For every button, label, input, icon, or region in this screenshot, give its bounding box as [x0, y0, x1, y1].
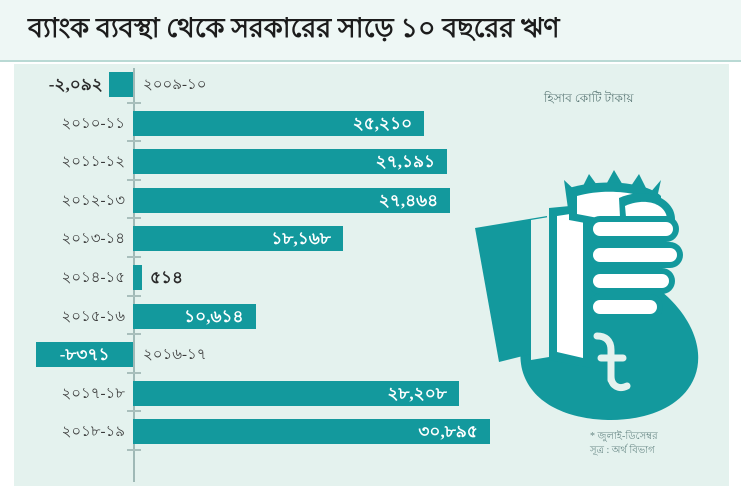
bar — [133, 187, 451, 213]
year-label: ২০১০-১১ — [61, 115, 125, 132]
bar — [133, 303, 256, 329]
axis-tick — [127, 333, 141, 336]
bar-value-label: ২৮,২০৮ — [387, 383, 447, 403]
bar-value-label: ২৭,৪৬৪ — [378, 190, 439, 210]
axis-tick — [127, 178, 141, 181]
year-label: ২০০৯-১০ — [143, 77, 207, 93]
bar — [133, 226, 343, 252]
bar — [36, 342, 133, 368]
bar-row: ৩০,৮৯৫ ২০১৮-১৯ — [14, 415, 729, 447]
year-label: ২০১১-১২ — [61, 154, 125, 171]
bar — [108, 72, 133, 97]
footnote: * জুলাই-ডিসেম্বর সূত্র : অর্থ বিভাগ — [590, 430, 658, 458]
axis-tick — [127, 410, 141, 413]
bar — [133, 110, 425, 136]
bar — [133, 265, 142, 290]
year-label: ২০১৮-১৯ — [61, 424, 125, 441]
axis-tick — [127, 256, 141, 258]
bar-row: -৮৩৭১ ২০১৬-১৭ — [14, 338, 729, 370]
bar-row: ১৮,১৬৮ ২০১৩-১৪ — [14, 222, 729, 254]
bar-value-label: ২৭,১৯১ — [375, 152, 436, 172]
axis-tick — [127, 101, 141, 104]
bar — [133, 149, 448, 175]
year-label: ২০১৬-১৭ — [143, 347, 207, 364]
hand-holding-money-bag-icon — [469, 124, 724, 424]
axis-tick — [127, 140, 141, 143]
footnote-line-1: * জুলাই-ডিসেম্বর — [590, 431, 658, 442]
year-label: ২০১২-১৩ — [61, 192, 125, 209]
bar-value-label: ১০,৬১৪ — [184, 306, 244, 326]
year-label: ২০১৫-১৬ — [61, 308, 125, 325]
bar — [133, 419, 490, 445]
bar-value-label: -৮৩৭১ — [59, 345, 110, 365]
bar-row: -২,০৯২ ২০০৯-১০ — [14, 68, 729, 100]
year-label: ২০১৭-১৮ — [61, 385, 125, 402]
bar-row: ৫১৪ ২০১৪-১৫ — [14, 261, 729, 293]
bar — [133, 380, 459, 406]
bar-value-label: ১৮,১৬৮ — [271, 229, 331, 249]
bar-row: ২৫,২১০ ২০১০-১১ — [14, 107, 729, 139]
axis-tick — [127, 294, 141, 297]
bar-value-label: ২৫,২১০ — [352, 113, 413, 133]
footnote-line-2: সূত্র : অর্থ বিভাগ — [590, 445, 655, 456]
chart-canvas: -২,০৯২ ২০০৯-১০ ২৫,২১০ ২০১০-১১ ২৭,১৯১ ২০১১-১২ ২… — [14, 64, 729, 486]
bar-value-label: ৩০,৮৯৫ — [418, 422, 478, 442]
title-band: ব্যাংক ব্যবস্থা থেকে সরকারের সাড়ে ১০ বছ… — [0, 0, 741, 62]
bar-row: ২৮,২০৮ ২০১৭-১৮ — [14, 377, 729, 409]
unit-note: হিসাব কোটি টাকায় — [544, 91, 634, 105]
bar-row: ২৭,৪৬৪ ২০১২-১৩ — [14, 184, 729, 216]
axis-tick — [127, 449, 141, 451]
year-label: ২০১৩-১৪ — [61, 231, 125, 248]
axis-tick — [127, 217, 141, 220]
year-label: ২০১৪-১৫ — [61, 270, 125, 286]
bar-row: ১০,৬১৪ ২০১৫-১৬ — [14, 300, 729, 332]
bar-row: ২৭,১৯১ ২০১১-১২ — [14, 145, 729, 177]
bar-value-label: ৫১৪ — [150, 268, 184, 287]
axis-tick — [127, 371, 141, 374]
bar-value-label: -২,০৯২ — [48, 75, 103, 94]
page-title: ব্যাংক ব্যবস্থা থেকে সরকারের সাড়ে ১০ বছ… — [28, 13, 560, 43]
